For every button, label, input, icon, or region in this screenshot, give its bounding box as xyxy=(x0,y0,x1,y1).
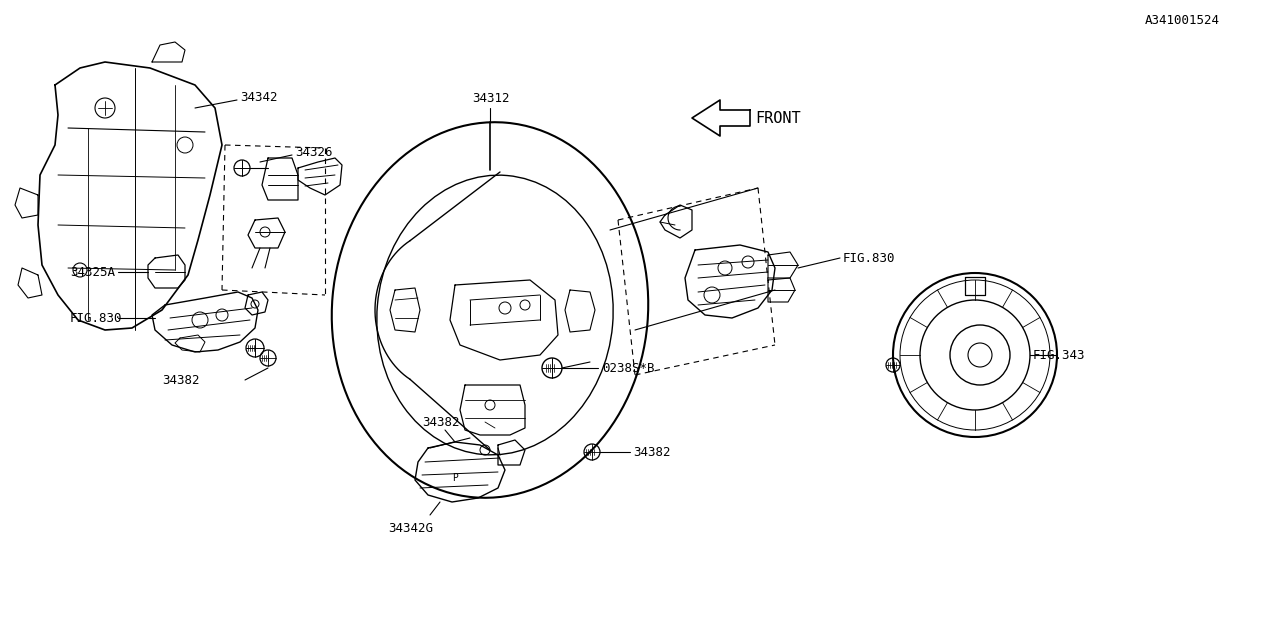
Text: P: P xyxy=(452,473,458,483)
Polygon shape xyxy=(692,100,750,136)
Text: FIG.830: FIG.830 xyxy=(844,252,896,264)
Text: 34342G: 34342G xyxy=(388,522,433,534)
Text: 34382: 34382 xyxy=(163,374,200,387)
Text: FIG.830: FIG.830 xyxy=(70,312,123,324)
Text: 34325A: 34325A xyxy=(70,266,115,278)
Text: 0238S*B: 0238S*B xyxy=(602,362,654,374)
Text: 34382: 34382 xyxy=(634,445,671,458)
Text: 34326: 34326 xyxy=(294,145,333,159)
Text: 34382: 34382 xyxy=(422,415,460,429)
Text: 34312: 34312 xyxy=(472,92,509,104)
Text: 34342: 34342 xyxy=(241,90,278,104)
Text: FIG.343: FIG.343 xyxy=(1033,349,1085,362)
Text: A341001524: A341001524 xyxy=(1146,13,1220,26)
Text: FRONT: FRONT xyxy=(755,111,800,125)
